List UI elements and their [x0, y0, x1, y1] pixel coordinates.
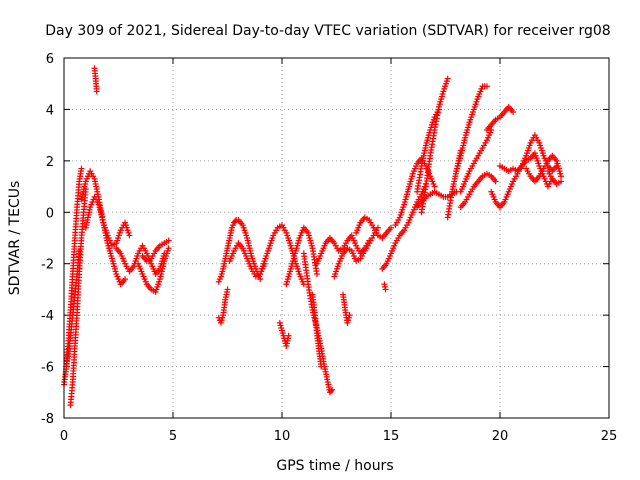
data-point [285, 332, 292, 339]
x-tick-label: 0 [60, 429, 68, 444]
y-tick-label: -4 [41, 309, 54, 324]
y-tick-label: 6 [46, 52, 54, 67]
y-tick-label: -2 [41, 258, 54, 273]
data-point [382, 286, 389, 293]
x-tick-label: 25 [601, 429, 618, 444]
y-tick-label: -6 [41, 361, 54, 376]
data-point [318, 363, 325, 370]
chart-title: Day 309 of 2021, Sidereal Day-to-day VTE… [45, 23, 610, 39]
x-axis-label: GPS time / hours [276, 458, 393, 474]
x-tick-labels: 0 5 10 15 20 25 [60, 429, 617, 444]
data-point [444, 75, 451, 82]
data-points [61, 65, 565, 409]
data-point [257, 276, 264, 283]
x-tick-label: 5 [169, 429, 177, 444]
x-tick-label: 10 [274, 429, 291, 444]
data-point [93, 88, 100, 95]
data-point [431, 183, 438, 190]
y-tick-labels: 6 4 2 0 -2 -4 -6 -8 [41, 52, 54, 427]
data-point [328, 388, 335, 394]
data-point [224, 286, 231, 293]
data-point [76, 247, 83, 254]
grid [64, 58, 609, 418]
data-point [313, 271, 320, 277]
y-axis-label: SDTVAR / TECUs [7, 181, 23, 296]
data-point [165, 245, 172, 252]
axis-ticks [63, 57, 610, 419]
y-tick-label: 2 [46, 155, 54, 170]
data-point [122, 276, 129, 283]
y-tick-label: -8 [41, 412, 54, 427]
data-point [558, 178, 565, 185]
data-point [329, 386, 336, 393]
y-tick-label: 4 [46, 103, 54, 118]
data-point [510, 109, 517, 115]
x-tick-label: 20 [492, 429, 509, 444]
data-point [558, 173, 565, 180]
y-tick-label: 0 [46, 206, 54, 221]
plot-frame [63, 57, 610, 419]
data-point [165, 237, 172, 244]
data-point [492, 178, 499, 185]
data-point [435, 106, 442, 113]
data-point [78, 165, 85, 172]
data-point [388, 224, 394, 231]
data-point [346, 312, 353, 319]
data-point [126, 232, 133, 239]
data-point [483, 83, 490, 90]
x-tick-label: 15 [383, 429, 400, 444]
